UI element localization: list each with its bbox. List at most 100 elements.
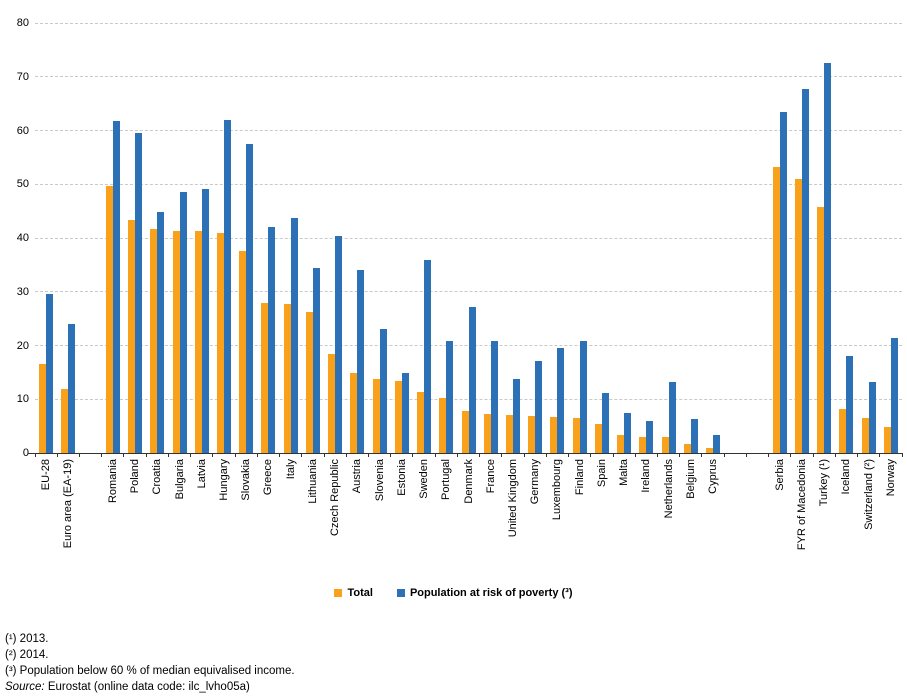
bar-total-Greece: [261, 303, 269, 453]
x-tick-label-Denmark: Denmark: [462, 459, 475, 504]
x-axis-tick: [323, 453, 325, 457]
y-axis-label-0: 0: [22, 447, 29, 459]
x-axis-tick: [545, 453, 547, 457]
gridline-70: [35, 76, 902, 78]
bar-total-Denmark: [461, 410, 469, 453]
bar-poverty-Slovakia: [246, 144, 254, 453]
source-label: Source:: [5, 681, 45, 693]
x-axis-tick: [367, 453, 369, 457]
x-tick-label-Malta: Malta: [618, 459, 631, 486]
x-axis-tick: [679, 453, 681, 457]
bar-poverty-Belgium: [690, 418, 698, 453]
gridline-60: [35, 130, 902, 131]
x-axis-tick: [101, 453, 103, 457]
bar-total-Lithuania: [305, 312, 313, 453]
bar-total-Croatia: [150, 229, 158, 453]
x-tick-label-Slovakia: Slovakia: [240, 459, 253, 501]
x-axis-tick: [768, 453, 770, 457]
bar-poverty-Austria: [357, 270, 365, 453]
bar-total-Poland: [128, 220, 136, 453]
bar-poverty-Hungary: [223, 120, 231, 453]
footnotes: (¹) 2013. (²) 2014. (³) Population below…: [5, 631, 295, 695]
gridline-80: [35, 22, 902, 24]
x-tick-label-Portugal: Portugal: [440, 459, 453, 500]
bar-poverty-Iceland: [846, 355, 854, 453]
x-axis-tick: [812, 453, 814, 457]
y-axis-label-10: 10: [16, 393, 29, 406]
y-axis-label-30: 30: [16, 285, 29, 298]
x-axis-tick: [78, 453, 80, 457]
y-axis-label-70: 70: [16, 70, 29, 83]
x-tick-label-Greece: Greece: [262, 459, 275, 496]
x-tick-label-Belgium: Belgium: [684, 459, 697, 499]
x-tick-label-Bulgaria: Bulgaria: [173, 459, 186, 500]
bar-poverty-Latvia: [201, 188, 209, 453]
x-tick-label-Euro area (EA-19): Euro area (EA-19): [62, 459, 75, 549]
x-tick-label-Sweden: Sweden: [418, 459, 431, 499]
bar-total-Netherlands: [661, 437, 669, 453]
bar-poverty-United Kingdom: [512, 378, 520, 453]
y-axis-label-50: 50: [16, 178, 29, 191]
bar-total-Serbia: [772, 166, 780, 453]
y-axis-label-20: 20: [16, 339, 29, 352]
y-axis-label-80: 80: [16, 17, 29, 29]
bar-total-France: [483, 413, 491, 453]
bar-poverty-Finland: [579, 340, 587, 453]
bar-total-United Kingdom: [505, 415, 513, 453]
x-axis-tick: [479, 453, 481, 457]
bar-poverty-Switzerland (²): [868, 382, 876, 453]
bar-poverty-FYR of Macedonia: [801, 88, 809, 453]
bar-total-Switzerland (²): [861, 417, 869, 453]
x-tick-label-Ireland: Ireland: [640, 459, 653, 493]
x-axis-tick: [412, 453, 414, 457]
x-axis-tick: [568, 453, 570, 457]
x-tick-label-Finland: Finland: [573, 459, 586, 496]
bar-poverty-Italy: [290, 217, 298, 453]
x-axis-tick: [501, 453, 503, 457]
bar-poverty-Turkey (¹): [824, 63, 832, 453]
x-tick-label-Spain: Spain: [595, 459, 608, 488]
legend-item-poverty: Population at risk of poverty (³): [396, 587, 573, 599]
footnote-2: (²) 2014.: [5, 649, 49, 661]
bar-total-Slovakia: [239, 250, 247, 453]
x-axis-tick: [456, 453, 458, 457]
source-text: Eurostat (online data code: ilc_lvho05a): [44, 681, 250, 693]
bar-poverty-Romania: [112, 121, 120, 453]
x-axis-line: [28, 453, 903, 454]
bar-total-Portugal: [439, 398, 447, 453]
x-tick-label-Turkey (¹): Turkey (¹): [818, 459, 831, 507]
x-axis-tick: [723, 453, 725, 457]
gridline-30: [35, 291, 902, 293]
chart-legend: Total Population at risk of poverty (³): [0, 587, 907, 599]
footnote-3: (³) Population below 60 % of median equi…: [5, 665, 295, 677]
x-tick-label-Slovenia: Slovenia: [373, 459, 386, 502]
bar-poverty-Portugal: [446, 340, 454, 453]
bar-total-Slovenia: [372, 379, 380, 453]
bar-poverty-Germany: [535, 361, 543, 453]
bar-total-Germany: [528, 415, 536, 453]
bar-poverty-Denmark: [468, 306, 476, 453]
bar-poverty-Slovenia: [379, 328, 387, 453]
x-axis-tick: [523, 453, 525, 457]
x-tick-label-FYR of Macedonia: FYR of Macedonia: [795, 459, 808, 551]
bar-poverty-Norway: [890, 337, 898, 453]
poverty-series-swatch-icon: [396, 589, 405, 597]
x-tick-label-Iceland: Iceland: [840, 459, 853, 495]
x-tick-label-Serbia: Serbia: [773, 459, 786, 491]
x-axis-tick: [701, 453, 703, 457]
bar-total-Spain: [594, 423, 602, 453]
bar-total-Czech Republic: [328, 353, 336, 453]
bar-poverty-Serbia: [779, 111, 787, 453]
bar-poverty-Euro area (EA-19): [68, 324, 76, 453]
x-tick-label-Latvia: Latvia: [195, 459, 208, 489]
x-axis-tick: [56, 453, 58, 457]
bar-poverty-Netherlands: [668, 382, 676, 453]
x-axis-tick: [34, 453, 36, 457]
x-tick-label-Croatia: Croatia: [151, 459, 164, 495]
y-axis-label-60: 60: [16, 124, 29, 137]
x-axis-tick: [212, 453, 214, 457]
bar-poverty-Estonia: [401, 372, 409, 453]
plot-area: 0 10 20 30 40 50 60 70 80 EU-28 Euro area (EA-19) R…: [17, 18, 903, 550]
x-tick-label-EU-28: EU-28: [40, 459, 53, 491]
x-axis-tick: [634, 453, 636, 457]
